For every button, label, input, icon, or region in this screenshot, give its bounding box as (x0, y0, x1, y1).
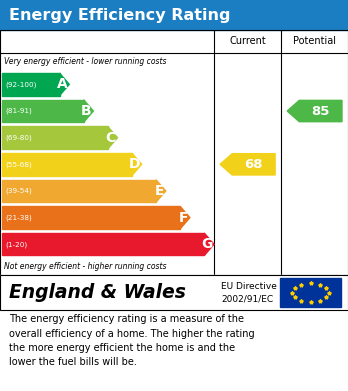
Polygon shape (108, 126, 118, 149)
Polygon shape (156, 180, 166, 202)
Text: A: A (57, 77, 68, 91)
Text: 85: 85 (311, 104, 330, 118)
Polygon shape (204, 233, 214, 255)
Text: G: G (201, 237, 212, 251)
Text: C: C (105, 131, 116, 145)
Text: 68: 68 (244, 158, 263, 171)
Text: Current: Current (229, 36, 266, 47)
Bar (2, 126, 108, 149)
Text: (92-100): (92-100) (5, 81, 37, 88)
Bar (2, 206, 180, 229)
Text: (69-80): (69-80) (5, 135, 32, 141)
Text: (39-54): (39-54) (5, 188, 32, 194)
Text: D: D (128, 157, 140, 171)
Text: F: F (179, 211, 188, 225)
Polygon shape (132, 153, 142, 176)
Bar (2, 233, 204, 255)
Polygon shape (180, 206, 190, 229)
Text: E: E (155, 184, 164, 198)
Polygon shape (220, 154, 275, 175)
Text: Potential: Potential (293, 36, 336, 47)
Text: The energy efficiency rating is a measure of the
overall efficiency of a home. T: The energy efficiency rating is a measur… (9, 314, 254, 367)
Bar (2, 100, 84, 122)
Text: (21-38): (21-38) (5, 214, 32, 221)
Bar (280, 278, 341, 307)
Text: EU Directive
2002/91/EC: EU Directive 2002/91/EC (221, 282, 277, 303)
Polygon shape (60, 73, 69, 95)
Text: Energy Efficiency Rating: Energy Efficiency Rating (9, 7, 230, 23)
Text: B: B (81, 104, 92, 118)
Polygon shape (84, 100, 93, 122)
Bar (2, 73, 60, 95)
Polygon shape (287, 100, 342, 122)
Text: (81-91): (81-91) (5, 108, 32, 114)
Text: Not energy efficient - higher running costs: Not energy efficient - higher running co… (4, 262, 167, 271)
Text: Very energy efficient - lower running costs: Very energy efficient - lower running co… (4, 57, 167, 66)
Bar (2, 153, 132, 176)
Text: (55-68): (55-68) (5, 161, 32, 168)
Text: England & Wales: England & Wales (9, 283, 185, 302)
Text: (1-20): (1-20) (5, 241, 27, 248)
Bar (2, 180, 156, 202)
